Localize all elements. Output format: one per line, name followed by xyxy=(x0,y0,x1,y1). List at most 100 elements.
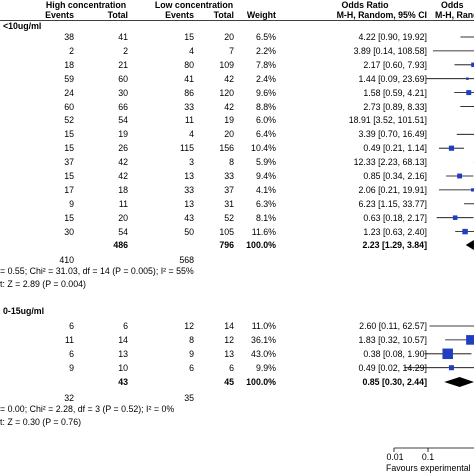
odds-ratio-ci: 1.58 [0.59, 4.21] xyxy=(363,87,427,98)
study-marker xyxy=(442,348,453,360)
weight-value: 43.0% xyxy=(251,348,276,359)
total-high: 42 xyxy=(118,171,128,181)
group2-header: Low concentration xyxy=(154,0,234,10)
weight-value: 36.1% xyxy=(251,334,276,345)
plot-header: Odds xyxy=(441,0,464,10)
weight-value: 9.9% xyxy=(255,362,276,373)
subtotal-weight: 100.0% xyxy=(246,240,276,250)
total-low: 8 xyxy=(229,157,234,168)
odds-ratio-ci: 6.23 [1.15, 33.77] xyxy=(358,198,427,209)
subtotal-total-high: 486 xyxy=(113,240,128,250)
total-high: 66 xyxy=(118,101,128,112)
odds-ratio-ci: 2.73 [0.89, 8.33] xyxy=(363,101,427,112)
total-low: 14 xyxy=(224,321,234,331)
total-high: 20 xyxy=(118,212,128,223)
events-low: 3 xyxy=(189,157,194,168)
study-marker xyxy=(448,365,454,371)
total-low: 6 xyxy=(229,362,234,373)
odds-ratio-ci: 1.83 [0.32, 10.57] xyxy=(358,334,427,345)
events-low: 41 xyxy=(184,73,194,84)
weight-value: 6.4% xyxy=(255,129,276,140)
subtotal-total-high: 43 xyxy=(118,377,128,387)
events-low: 4 xyxy=(189,45,194,56)
events-high: 37 xyxy=(64,157,74,168)
subgroup-label: <10ug/ml xyxy=(3,21,42,31)
events-high: 15 xyxy=(64,143,74,154)
col-or-method: M-H, Random, 95% CI xyxy=(336,10,427,20)
total-high: 18 xyxy=(118,184,128,195)
events-high: 59 xyxy=(64,73,74,84)
total-low: 109 xyxy=(219,59,234,70)
odds-ratio-ci: 18.91 [3.52, 101.51] xyxy=(348,115,427,126)
odds-ratio-ci: 2.60 [0.11, 62.57] xyxy=(359,321,427,331)
odds-ratio-ci: 0.63 [0.18, 2.17] xyxy=(363,212,427,223)
col-plot-method: M-H, Rand xyxy=(435,10,474,20)
weight-value: 8.1% xyxy=(255,212,276,223)
events-high: 6 xyxy=(69,348,74,359)
odds-ratio-ci: 4.22 [0.90, 19.92] xyxy=(358,32,427,42)
subtotal-weight: 100.0% xyxy=(246,377,276,387)
total-high: 13 xyxy=(118,348,128,359)
events-high: 18 xyxy=(64,59,74,70)
total-low: 37 xyxy=(224,184,234,195)
events-low: 13 xyxy=(184,171,194,181)
events-low: 43 xyxy=(184,212,194,223)
total-high: 10 xyxy=(118,362,128,373)
study-marker xyxy=(448,145,455,151)
events-high: 15 xyxy=(64,212,74,223)
study-marker xyxy=(466,90,472,96)
odds-ratio-ci: 0.85 [0.34, 2.16] xyxy=(363,171,427,181)
events-high: 9 xyxy=(69,198,74,209)
odds-ratio-ci: 1.44 [0.09, 23.69] xyxy=(358,73,427,84)
total-low: 105 xyxy=(219,226,234,237)
weight-value: 9.4% xyxy=(255,171,276,181)
odds-ratio-ci: 1.23 [0.63, 2.40] xyxy=(363,226,427,237)
axis-tick-label-0.1: 0.1 xyxy=(421,452,435,462)
weight-value: 6.0% xyxy=(255,115,276,126)
events-low: 15 xyxy=(184,32,194,42)
study-marker xyxy=(466,77,469,80)
events-low: 115 xyxy=(179,143,194,154)
weight-value: 10.4% xyxy=(251,143,276,154)
total-high: 6 xyxy=(123,321,128,331)
odds-ratio-header: Odds Ratio xyxy=(341,0,389,10)
group1-header: High concentration xyxy=(45,0,127,10)
total-low: 42 xyxy=(224,101,234,112)
total-events-low: 35 xyxy=(184,393,194,403)
events-low: 33 xyxy=(184,184,194,195)
favours-left-label: Favours experimental xyxy=(386,463,471,473)
weight-value: 5.9% xyxy=(255,157,276,168)
total-events-high: 32 xyxy=(64,393,74,403)
weight-value: 2.4% xyxy=(255,73,276,84)
weight-value: 2.2% xyxy=(255,45,276,56)
study-marker xyxy=(466,335,474,345)
events-low: 50 xyxy=(184,226,194,237)
total-high: 54 xyxy=(118,226,128,237)
events-high: 6 xyxy=(69,321,74,331)
weight-value: 11.6% xyxy=(251,226,276,237)
odds-ratio-ci: 0.49 [0.21, 1.14] xyxy=(363,143,427,154)
odds-ratio-ci: 2.17 [0.60, 7.93] xyxy=(363,59,427,70)
subtotal-odds-ratio: 2.23 [1.29, 3.84] xyxy=(362,240,427,250)
events-high: 11 xyxy=(64,334,74,345)
total-high: 11 xyxy=(118,198,128,209)
total-high: 2 xyxy=(123,45,128,56)
weight-value: 9.6% xyxy=(255,87,276,98)
odds-ratio-ci: 12.33 [2.23, 68.13] xyxy=(353,157,427,168)
total-low: 156 xyxy=(219,143,234,154)
events-high: 15 xyxy=(64,171,74,181)
weight-value: 7.8% xyxy=(255,59,276,70)
total-low: 13 xyxy=(224,348,234,359)
subtotal-odds-ratio: 0.85 [0.30, 2.44] xyxy=(362,377,427,387)
col-total-1: Total xyxy=(107,10,128,20)
total-high: 54 xyxy=(118,115,128,126)
subtotal-total-low: 796 xyxy=(219,240,234,250)
events-high: 52 xyxy=(64,115,74,126)
overall-effect-test: t: Z = 0.30 (P = 0.76) xyxy=(0,417,82,427)
study-marker xyxy=(457,173,463,179)
weight-value: 6.3% xyxy=(255,198,276,209)
events-low: 86 xyxy=(184,87,194,98)
study-marker xyxy=(452,215,458,220)
